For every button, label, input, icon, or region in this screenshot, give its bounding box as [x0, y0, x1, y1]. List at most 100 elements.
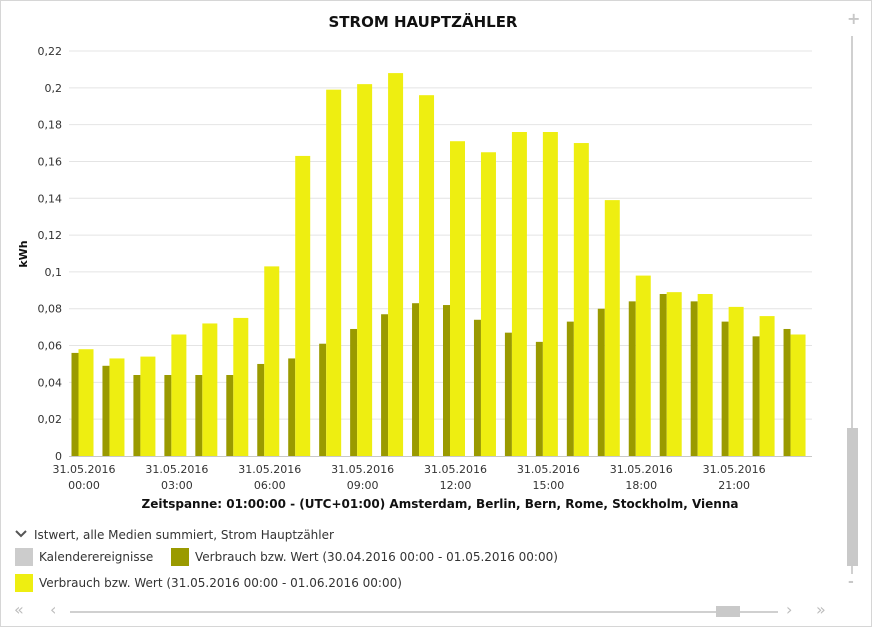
vertical-scroll-track[interactable] [851, 36, 853, 574]
bar-current-period[interactable] [233, 317, 249, 456]
bar-current-period[interactable] [78, 349, 94, 456]
legend-group-header[interactable]: Istwert, alle Medien summiert, Strom Hau… [15, 528, 334, 542]
bar-current-period[interactable] [604, 200, 620, 456]
bar-current-period[interactable] [109, 358, 125, 456]
x-tick-label-date: 31.05.2016 [517, 463, 580, 476]
bar-previous-period[interactable] [721, 321, 729, 456]
legend-group-label: Istwert, alle Medien summiert, Strom Hau… [34, 528, 334, 542]
bar-previous-period[interactable] [535, 341, 543, 456]
plus-icon[interactable]: + [847, 9, 861, 28]
x-tick-label-time: 06:00 [254, 479, 286, 492]
bar-current-period[interactable] [666, 292, 682, 456]
bar-current-period[interactable] [759, 316, 775, 456]
vertical-scroll-thumb[interactable] [847, 428, 858, 566]
y-tick-label: 0,2 [45, 82, 63, 95]
bar-previous-period[interactable] [133, 375, 141, 456]
bar-previous-period[interactable] [71, 352, 79, 456]
bar-previous-period[interactable] [350, 328, 358, 456]
legend-item-kalender[interactable]: Kalenderereignisse [15, 548, 153, 566]
bar-previous-period[interactable] [412, 303, 420, 456]
double-chevron-right-icon[interactable]: » [816, 600, 826, 619]
legend-swatch [171, 548, 189, 566]
chevron-left-icon[interactable]: ‹ [50, 600, 57, 619]
y-tick-label: 0,14 [38, 192, 63, 205]
legend-item-label: Verbrauch bzw. Wert (30.04.2016 00:00 - … [195, 550, 558, 564]
bar-previous-period[interactable] [164, 375, 172, 456]
x-tick-label-time: 00:00 [68, 479, 100, 492]
bar-current-period[interactable] [573, 143, 589, 456]
legend-item-series-current[interactable]: Verbrauch bzw. Wert (31.05.2016 00:00 - … [15, 574, 402, 592]
legend-item-label: Kalenderereignisse [39, 550, 154, 564]
bar-previous-period[interactable] [473, 319, 481, 456]
legend-swatch [15, 548, 33, 566]
legend-item-label: Verbrauch bzw. Wert (31.05.2016 00:00 - … [39, 576, 402, 590]
y-tick-label: 0,08 [38, 303, 63, 316]
bar-current-period[interactable] [140, 356, 156, 456]
bar-previous-period[interactable] [752, 336, 760, 456]
y-tick-label: 0,22 [38, 45, 63, 58]
x-tick-label-date: 31.05.2016 [424, 463, 487, 476]
bar-previous-period[interactable] [628, 301, 636, 456]
y-tick-label: 0 [55, 450, 62, 463]
y-tick-label: 0,18 [38, 119, 63, 132]
x-tick-label-date: 31.05.2016 [331, 463, 394, 476]
bar-current-period[interactable] [635, 275, 651, 456]
vertical-scrollbar[interactable]: + - [840, 8, 864, 593]
bar-current-period[interactable] [790, 334, 806, 457]
bar-previous-period[interactable] [102, 365, 110, 456]
bar-current-period[interactable] [697, 294, 713, 456]
x-tick-label-date: 31.05.2016 [238, 463, 301, 476]
y-tick-label: 0,1 [45, 266, 63, 279]
bar-previous-period[interactable] [783, 328, 791, 456]
horizontal-scroll-thumb[interactable] [716, 606, 740, 617]
bar-current-period[interactable] [480, 152, 496, 456]
bar-previous-period[interactable] [195, 375, 203, 456]
bar-previous-period[interactable] [257, 363, 265, 456]
bar-previous-period[interactable] [566, 321, 574, 456]
bar-previous-period[interactable] [690, 301, 698, 456]
bar-previous-period[interactable] [288, 358, 296, 456]
horizontal-scroll-track[interactable] [70, 611, 778, 613]
bar-previous-period[interactable] [443, 305, 450, 456]
legend-item-series-previous[interactable]: Verbrauch bzw. Wert (30.04.2016 00:00 - … [171, 548, 558, 566]
x-tick-label-time: 18:00 [625, 479, 657, 492]
bar-previous-period[interactable] [226, 375, 234, 456]
x-tick-label-time: 03:00 [161, 479, 193, 492]
chart-title: STROM HAUPTZÄHLER [328, 13, 518, 31]
bar-previous-period[interactable] [659, 294, 667, 456]
bar-current-period[interactable] [728, 306, 744, 456]
x-tick-label-time: 12:00 [440, 479, 472, 492]
bar-current-period[interactable] [295, 155, 311, 456]
bar-previous-period[interactable] [597, 308, 605, 456]
bar-previous-period[interactable] [381, 314, 389, 456]
legend-swatch [15, 574, 33, 592]
x-tick-label-date: 31.05.2016 [145, 463, 208, 476]
x-tick-label-date: 31.05.2016 [53, 463, 116, 476]
bar-previous-period[interactable] [319, 343, 327, 456]
bar-current-period[interactable] [542, 132, 558, 456]
x-axis-title: Zeitspanne: 01:00:00 - (UTC+01:00) Amste… [141, 497, 739, 511]
chevron-right-icon[interactable]: › [786, 600, 793, 619]
y-tick-label: 0,02 [38, 413, 63, 426]
bar-current-period[interactable] [264, 266, 280, 456]
bar-previous-period[interactable] [504, 332, 512, 456]
x-tick-label-date: 31.05.2016 [610, 463, 673, 476]
bar-current-period[interactable] [419, 95, 435, 456]
bar-current-period[interactable] [202, 323, 218, 456]
double-chevron-left-icon[interactable]: « [14, 600, 24, 619]
minus-icon[interactable]: - [848, 574, 854, 590]
bar-current-period[interactable] [388, 73, 404, 456]
y-tick-label: 0,16 [38, 155, 63, 168]
bar-current-period[interactable] [511, 132, 527, 456]
horizontal-scrollbar[interactable]: « ‹ › » [10, 600, 840, 624]
bar-current-period[interactable] [326, 89, 342, 456]
bar-current-period[interactable] [171, 334, 187, 457]
bar-current-period[interactable] [450, 141, 465, 457]
y-tick-label: 0,04 [38, 376, 63, 389]
y-tick-label: 0,12 [38, 229, 63, 242]
x-tick-label-time: 21:00 [718, 479, 750, 492]
bar-current-period[interactable] [357, 84, 373, 457]
x-tick-label-date: 31.05.2016 [703, 463, 766, 476]
